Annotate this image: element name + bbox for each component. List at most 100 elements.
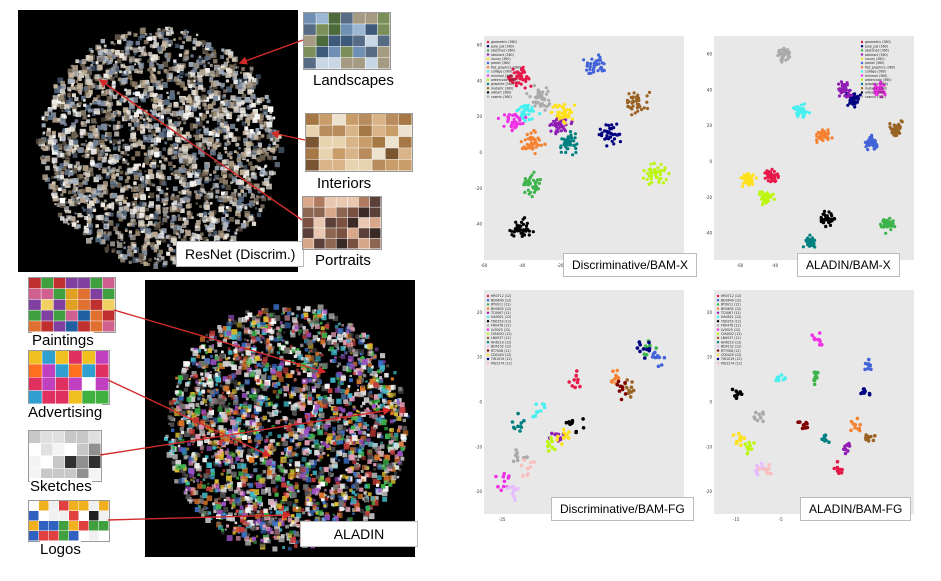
thumbnail-tile [193, 76, 196, 79]
thumbnail-tile [211, 471, 215, 476]
thumbnail-tile [197, 473, 200, 477]
thumbnail-tile [211, 109, 214, 112]
thumbnail-tile [231, 494, 236, 499]
thumbnail-tile [143, 118, 146, 121]
thumbnail-tile [389, 404, 394, 409]
thumbnail-tile [328, 398, 335, 405]
thumbnail-tile [227, 482, 232, 488]
thumbnail-tile [279, 410, 282, 413]
thumbnail-tile [81, 66, 88, 73]
thumbnail-tile [214, 166, 219, 171]
thumbnail-tile [41, 116, 46, 121]
thumbnail-tile [221, 430, 226, 435]
thumbnail-tile [246, 497, 253, 503]
thumbnail-tile [323, 395, 328, 399]
thumbnail-tile [289, 523, 293, 527]
thumbnail-tile [178, 236, 181, 239]
thumbnail-tile [353, 483, 360, 489]
thumbnail-tile [106, 123, 109, 127]
thumbnail-tile [360, 470, 364, 473]
thumbnail-tile [122, 37, 127, 42]
thumbnail-tile [113, 226, 118, 231]
thumbnail-tile [225, 79, 229, 83]
thumbnail-tile [295, 314, 299, 318]
thumbnail-tile [293, 502, 297, 505]
thumbnail-tile [114, 180, 117, 183]
thumbnail-tile [359, 445, 364, 449]
thumbnail-tile [203, 211, 208, 216]
thumbnail-tile [124, 227, 128, 231]
mosaic-tile [319, 114, 333, 125]
thumbnail-tile [125, 43, 128, 46]
mosaic-tile [328, 24, 341, 35]
thumbnail-tile [390, 384, 396, 390]
thumbnail-tile [156, 240, 161, 245]
thumbnail-tile [316, 488, 320, 492]
thumbnail-tile [252, 348, 256, 353]
thumbnail-tile [188, 378, 191, 381]
thumbnail-tile [237, 192, 242, 197]
thumbnail-tile [89, 172, 94, 177]
portraits-thumbnail [302, 196, 382, 250]
thumbnail-tile [115, 201, 119, 205]
thumbnail-tile [220, 55, 224, 59]
thumbnail-tile [243, 72, 249, 78]
thumbnail-tile [394, 412, 398, 417]
thumbnail-tile [377, 465, 382, 470]
thumbnail-tile [291, 514, 295, 518]
thumbnail-tile [196, 234, 202, 240]
thumbnail-tile [209, 63, 213, 67]
thumbnail-tile [268, 143, 272, 147]
thumbnail-tile [71, 198, 76, 203]
thumbnail-tile [113, 71, 117, 74]
thumbnail-tile [201, 44, 205, 48]
thumbnail-tile [252, 78, 257, 83]
thumbnail-tile [381, 490, 388, 497]
thumbnail-tile [207, 61, 210, 65]
thumbnail-tile [127, 31, 132, 36]
thumbnail-tile [278, 536, 285, 543]
thumbnail-tile [246, 339, 249, 342]
thumbnail-tile [166, 187, 169, 190]
thumbnail-tile [131, 109, 135, 113]
mosaic-tile [377, 46, 390, 58]
thumbnail-tile [172, 186, 178, 192]
thumbnail-tile [117, 77, 122, 82]
thumbnail-tile [205, 351, 208, 355]
thumbnail-tile [319, 352, 322, 355]
thumbnail-tile [212, 182, 219, 189]
thumbnail-tile [291, 317, 298, 323]
thumbnail-tile [95, 224, 99, 228]
thumbnail-tile [344, 390, 349, 395]
thumbnail-tile [277, 389, 282, 394]
thumbnail-tile [293, 430, 297, 434]
thumbnail-tile [290, 370, 295, 375]
thumbnail-tile [60, 119, 66, 125]
thumbnail-tile [149, 163, 153, 167]
thumbnail-tile [49, 183, 56, 190]
mosaic-tile [358, 238, 370, 249]
thumbnail-tile [94, 76, 100, 82]
thumbnail-tile [348, 401, 352, 406]
thumbnail-tile [141, 114, 145, 117]
thumbnail-tile [344, 491, 348, 494]
thumbnail-tile [76, 196, 80, 200]
thumbnail-tile [246, 132, 252, 138]
thumbnail-tile [70, 143, 74, 147]
thumbnail-tile [198, 55, 202, 59]
thumbnail-tile [190, 87, 193, 90]
thumbnail-tile [351, 496, 354, 499]
thumbnail-tile [158, 249, 163, 255]
mosaic-tile [314, 197, 325, 207]
thumbnail-tile [266, 521, 271, 526]
thumbnail-tile [230, 484, 233, 487]
thumbnail-tile [186, 31, 189, 34]
thumbnail-tile [250, 511, 255, 516]
thumbnail-tile [219, 103, 224, 107]
mosaic-tile [306, 125, 319, 137]
thumbnail-tile [106, 96, 113, 102]
thumbnail-tile [51, 192, 54, 196]
thumbnail-tile [303, 370, 306, 373]
thumbnail-tile [111, 249, 115, 253]
thumbnail-tile [160, 236, 167, 243]
